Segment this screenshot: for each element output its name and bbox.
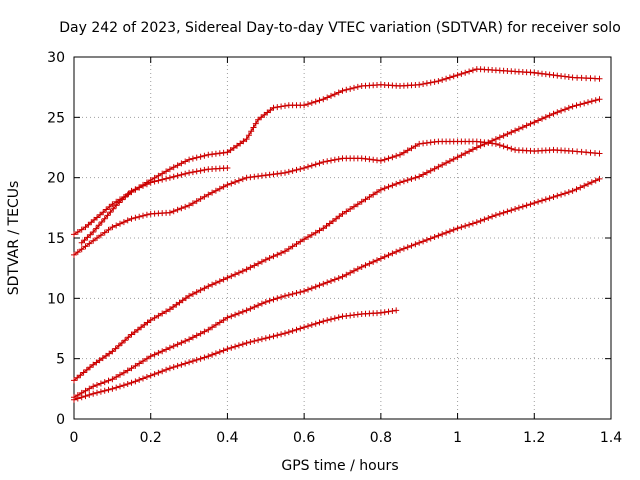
y-tick-label: 25 <box>47 110 65 126</box>
series-markers <box>71 96 603 384</box>
x-tick-label: 0.8 <box>370 430 392 446</box>
chart-title: Day 242 of 2023, Sidereal Day-to-day VTE… <box>59 20 621 36</box>
x-tick-label: 0.6 <box>293 430 315 446</box>
x-tick-label: 0 <box>70 430 79 446</box>
series-line <box>73 178 600 398</box>
series-markers <box>71 138 603 258</box>
x-axis-label: GPS time / hours <box>281 458 398 474</box>
series-series-1 <box>71 66 603 238</box>
series-line <box>73 98 600 381</box>
series-series-3 <box>71 138 603 258</box>
y-tick-label: 20 <box>47 171 65 187</box>
x-tick-label: 0.4 <box>216 430 238 446</box>
series-markers <box>78 165 231 246</box>
y-axis-label: SDTVAR / TECUs <box>6 181 22 296</box>
series-series-6 <box>71 307 400 403</box>
data-series <box>71 66 603 403</box>
x-tick-label: 1.2 <box>523 430 545 446</box>
y-tick-label: 15 <box>47 231 65 247</box>
series-series-2 <box>78 165 231 246</box>
y-tick-label: 30 <box>47 50 65 66</box>
series-line <box>73 140 600 256</box>
grid <box>74 57 611 419</box>
series-markers <box>71 307 400 403</box>
x-tick-label: 1 <box>453 430 462 446</box>
y-tick-label: 0 <box>56 412 65 428</box>
x-tick-label: 0.2 <box>140 430 162 446</box>
y-tick-label: 10 <box>47 291 65 307</box>
y-tick-label: 5 <box>56 352 65 368</box>
axis-ticks: 0 0.2 0.4 0.6 0.8 1 1.2 1.4 0 5 10 15 20 25 30 <box>47 50 622 446</box>
series-series-4 <box>71 96 603 384</box>
x-tick-label: 1.4 <box>600 430 622 446</box>
